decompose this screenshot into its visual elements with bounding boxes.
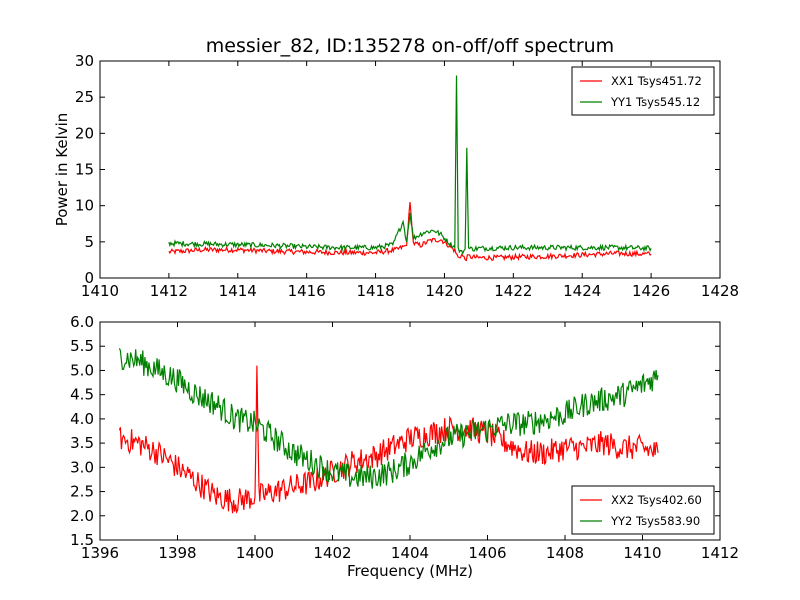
y-tick-label: 15 [75, 161, 94, 179]
y-tick-label: 30 [75, 52, 94, 70]
y-tick-label: 6.0 [70, 313, 94, 331]
x-tick-label: 1410 [623, 544, 661, 562]
y-tick-label: 10 [75, 197, 94, 215]
y-tick-label: 25 [75, 88, 94, 106]
bottom-panel: 1396 1398 1400 1402 1404 1406 1408 1410 1412 1.5 2… [70, 313, 739, 580]
y-tick-label: 2.5 [70, 483, 94, 501]
legend-label: YY2 Tsys583.90 [610, 514, 700, 528]
x-tick-label: 1426 [632, 282, 670, 300]
legend-box [571, 66, 715, 116]
x-tick-label: 1400 [236, 544, 274, 562]
x-tick-label: 1404 [391, 544, 429, 562]
y-tick-label: 3.5 [70, 434, 94, 452]
x-tick-label: 1398 [158, 544, 196, 562]
legend: XX1 Tsys451.72 YY1 Tsys545.12 [571, 66, 715, 116]
y-tick-label: 20 [75, 124, 94, 142]
x-tick-label: 1414 [219, 282, 257, 300]
x-tick-label: 1406 [468, 544, 506, 562]
legend-label: XX2 Tsys402.60 [611, 493, 702, 507]
legend: XX2 Tsys402.60 YY2 Tsys583.90 [571, 485, 715, 535]
y-tick-label: 1.5 [70, 531, 94, 549]
series-line-2 [118, 348, 659, 489]
y-tick-label: 3.0 [70, 458, 94, 476]
series-line-1 [168, 202, 652, 262]
series-line-1 [118, 365, 659, 514]
x-tick-label: 1420 [425, 282, 463, 300]
legend-box [571, 485, 715, 535]
x-tick-label: 1412 [150, 282, 188, 300]
x-axis-label: Frequency (MHz) [347, 562, 473, 580]
x-tick-label: 1410 [81, 282, 119, 300]
x-tick-label: 1416 [288, 282, 326, 300]
top-panel: 1410 1412 1414 1416 1418 1420 1422 1424 1426 1428… [53, 52, 739, 300]
x-tick-label: 1424 [563, 282, 601, 300]
x-tick-label: 1408 [546, 544, 584, 562]
legend-label: XX1 Tsys451.72 [611, 74, 702, 88]
y-tick-label: 4.0 [70, 410, 94, 428]
x-tick-label: 1402 [313, 544, 351, 562]
chart-title: messier_82, ID:135278 on-off/off spectru… [206, 35, 614, 57]
y-tick-label: 4.5 [70, 386, 94, 404]
x-tick-label: 1418 [356, 282, 394, 300]
x-tick-label: 1396 [81, 544, 119, 562]
legend-label: YY1 Tsys545.12 [610, 95, 700, 109]
x-tick-label: 1428 [701, 282, 739, 300]
y-axis-label: Power in Kelvin [53, 113, 71, 227]
series-line-2 [168, 75, 652, 256]
y-tick-label: 0 [84, 269, 94, 287]
x-tick-label: 1422 [494, 282, 532, 300]
y-tick-label: 5.0 [70, 361, 94, 379]
y-tick-label: 5.5 [70, 337, 94, 355]
y-tick-label: 5 [84, 233, 94, 251]
x-tick-label: 1412 [701, 544, 739, 562]
y-tick-label: 2.0 [70, 507, 94, 525]
